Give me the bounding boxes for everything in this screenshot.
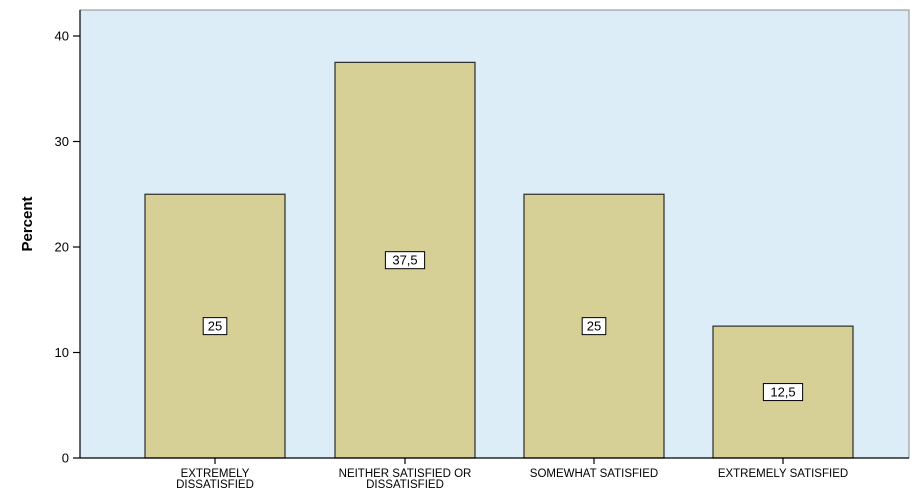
data-label-2: 37,5 [384,251,426,270]
data-label-value: 25 [587,319,601,334]
data-label-1: 25 [202,317,228,336]
data-label-box [762,383,804,402]
x-tick-label: NEITHER SATISFIED OR DISSATISFIED [339,468,472,491]
data-label-value: 25 [208,319,222,334]
y-tick-label: 20 [55,240,69,255]
data-label-box [581,317,607,336]
y-tick-label: 40 [55,29,69,44]
data-label-box [202,317,228,336]
data-labels-layer: 25 37,5 25 12,5 [202,251,804,402]
data-label-box [384,251,426,270]
y-tick-label: 0 [62,451,69,466]
y-tick-label: 10 [55,345,69,360]
data-label-3: 25 [581,317,607,336]
x-tick-label: SOMEWHAT SATISFIED [530,468,658,480]
data-label-4: 12,5 [762,383,804,402]
y-tick-label: 30 [55,134,69,149]
data-label-value: 12,5 [770,385,795,400]
x-tick-label: EXTREMELY SATISFIED [718,468,848,480]
y-axis-title: Percent [19,196,36,251]
axes-layer: 0 10 20 30 40 EXTREMELY DISSATISFIED NEITHER SA… [55,10,909,491]
x-tick-label: EXTREMELY DISSATISFIED [176,468,254,491]
data-label-value: 37,5 [392,253,417,268]
